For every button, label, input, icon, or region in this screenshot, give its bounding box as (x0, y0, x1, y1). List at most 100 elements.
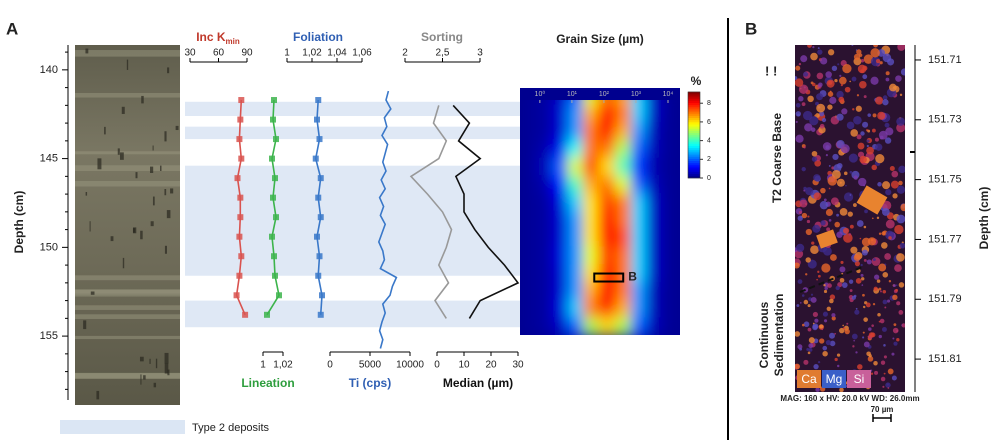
heatmap-cell (583, 140, 601, 160)
element-label: Ca (801, 372, 817, 386)
core-speck (150, 167, 153, 173)
grain (808, 328, 812, 332)
profile-marker (236, 273, 242, 279)
grain (829, 188, 831, 190)
profile-marker (314, 117, 320, 123)
grain (824, 319, 827, 322)
grain (809, 337, 815, 343)
core-speck (86, 192, 87, 196)
heatmap-cell (583, 193, 601, 213)
heatmap-cell (599, 158, 617, 178)
grain (886, 78, 890, 82)
element-label: Mg (826, 372, 843, 386)
grain (812, 46, 814, 48)
axis-title-main: Inc K (196, 30, 226, 44)
core-speck (122, 107, 125, 114)
core-speck (143, 375, 146, 379)
grain (843, 327, 845, 329)
grain (820, 220, 825, 225)
core-speck (154, 383, 156, 387)
grain (818, 275, 821, 278)
grain (818, 47, 820, 49)
grain (872, 257, 881, 266)
profile-marker (237, 214, 243, 220)
core-speck (141, 96, 143, 103)
grain (839, 388, 844, 393)
grain (796, 304, 799, 307)
heatmap-cell (567, 140, 585, 160)
grain (893, 342, 897, 346)
grain (799, 211, 802, 214)
heatmap-cell (583, 229, 601, 249)
y-tick-label: 151.79 (928, 293, 962, 305)
heatmap-cell (647, 229, 665, 249)
heatmap-cell (599, 211, 617, 231)
core-layer (75, 294, 180, 296)
grain (857, 364, 862, 369)
heatmap-cell (551, 175, 569, 195)
heatmap-cell (663, 229, 681, 249)
heatmap-cell (663, 140, 681, 160)
grain (873, 303, 875, 305)
grain (894, 225, 903, 234)
grain (815, 387, 819, 391)
grain (883, 344, 886, 347)
grain (803, 146, 805, 148)
profile-marker (313, 156, 319, 162)
grain (864, 226, 867, 229)
y-tick-label: 140 (40, 64, 58, 76)
grain (898, 166, 906, 174)
grain (824, 199, 827, 202)
grain (812, 151, 818, 157)
heatmap-cell (519, 229, 537, 249)
grain (795, 66, 800, 71)
profile-marker (270, 195, 276, 201)
grain (812, 225, 820, 233)
heatmap-cell (583, 175, 601, 195)
grain (883, 300, 888, 305)
grain (891, 353, 894, 356)
heatmap-cell (583, 211, 601, 231)
grain (867, 139, 870, 142)
axis-title: Lineation (241, 376, 294, 390)
grain (895, 289, 898, 292)
grain (832, 154, 838, 160)
heatmap-cell (551, 229, 569, 249)
heatmap-cell (599, 229, 617, 249)
grain (799, 63, 801, 65)
grain (877, 112, 885, 120)
grain (867, 260, 872, 265)
heatmap-cell (551, 317, 569, 337)
grain (830, 91, 832, 93)
heatmap-cell (663, 264, 681, 284)
grain (880, 291, 882, 293)
heatmap-cell (551, 122, 569, 142)
y-tick-label: 155 (40, 330, 58, 342)
grain (829, 299, 834, 304)
grain (845, 87, 851, 93)
x-tick-label: 1,04 (327, 48, 347, 59)
heatmap-cell (583, 317, 601, 337)
grain (803, 190, 805, 192)
heatmap-cell (567, 211, 585, 231)
heatmap-cell (615, 122, 633, 142)
grain (827, 307, 831, 311)
grain (847, 122, 855, 130)
grain (848, 211, 853, 216)
grain (819, 338, 824, 343)
grain (875, 143, 882, 150)
grain (841, 108, 847, 114)
grain (882, 272, 888, 278)
grain (900, 243, 906, 249)
grain (831, 313, 835, 317)
grain (798, 96, 803, 101)
profile-marker (270, 117, 276, 123)
core-layer (75, 373, 180, 378)
core-layer (75, 305, 180, 310)
profile-marker (271, 97, 277, 103)
x-tick-label: 10⁴ (663, 91, 674, 98)
grain (879, 321, 881, 323)
heatmap-cell (535, 317, 553, 337)
grain (873, 258, 876, 261)
profile-marker (318, 214, 324, 220)
